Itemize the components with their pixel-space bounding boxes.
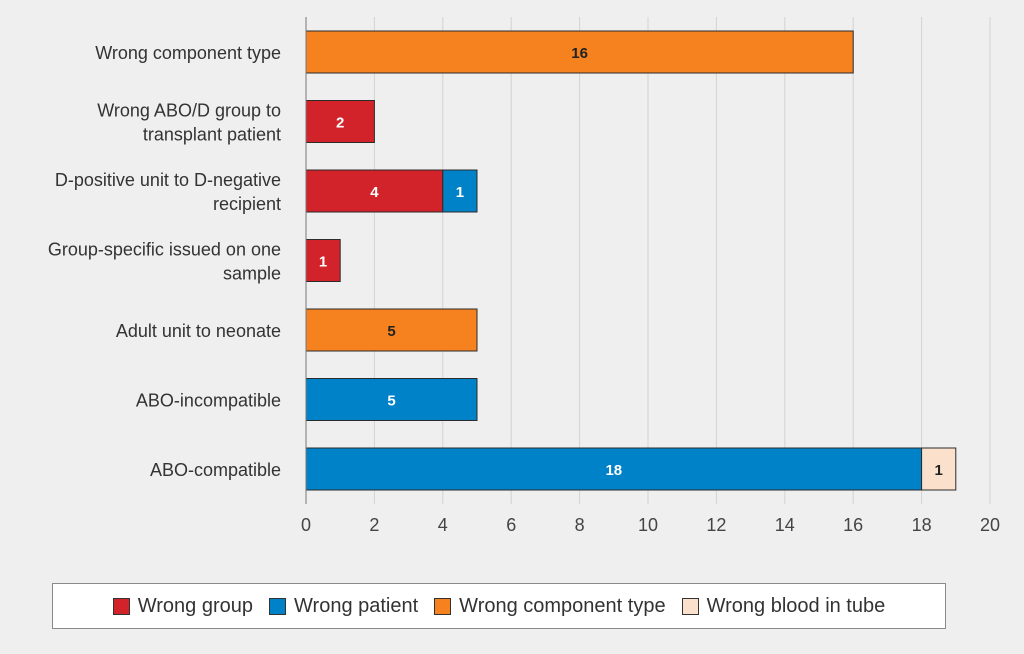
legend-item-wrong-component-type: Wrong component type (434, 594, 666, 618)
grid-lines (373, 17, 991, 504)
bar-segment (442, 169, 478, 213)
category-label: Group-specific issued on one sample (48, 240, 281, 284)
category-label: ABO-compatible (150, 460, 281, 480)
bar-value-label: 1 (456, 184, 464, 201)
bar-segment (305, 30, 854, 74)
x-tick-label: 10 (638, 515, 658, 535)
legend-swatch-wrong-blood-in-tube (681, 597, 699, 615)
category-label: ABO-incompatible (136, 391, 281, 411)
category-label: Adult unit to neonate (116, 321, 281, 341)
x-tick-label: 0 (301, 515, 311, 535)
category-label: D-positive unit to D-negative recipient (55, 170, 281, 214)
bar-segment (305, 447, 923, 491)
x-tick-label: 4 (438, 515, 448, 535)
x-tick-labels: 0 2 4 6 8 10 12 14 16 18 20 (301, 515, 1000, 535)
legend-label: Wrong component type (459, 594, 666, 617)
x-tick-label: 12 (706, 515, 726, 535)
legend-item-wrong-group: Wrong group (112, 594, 254, 618)
legend-swatch-wrong-patient (269, 597, 287, 615)
bar-value-label: 1 (319, 254, 327, 271)
bar-segment (305, 378, 478, 421)
category-labels: Wrong component type Wrong ABO/D group to… (48, 43, 281, 480)
x-tick-label: 2 (369, 515, 379, 535)
bar-value-labels: 16 2 4 1 1 5 5 18 1 (319, 45, 943, 479)
bar-value-label: 18 (605, 462, 622, 479)
bar-chart: 16 2 4 1 1 5 5 18 1 Wrong component type Wrong AB… (48, 17, 1000, 535)
bar-segment (921, 447, 957, 491)
x-tick-label: 6 (506, 515, 516, 535)
bars (305, 30, 957, 491)
legend-label: Wrong patient (294, 594, 419, 617)
x-tick-label: 20 (980, 515, 1000, 535)
bar-value-label: 1 (935, 462, 943, 479)
bar-value-label: 16 (571, 45, 588, 62)
legend-label: Wrong blood in tube (706, 594, 886, 617)
bar-value-label: 5 (387, 393, 395, 410)
x-tick-label: 14 (775, 515, 795, 535)
x-tick-label: 18 (912, 515, 932, 535)
legend-swatch-wrong-component-type (434, 597, 452, 615)
legend-swatch-wrong-group (112, 597, 130, 615)
legend: Wrong group Wrong patient Wrong componen… (52, 583, 946, 629)
legend-item-wrong-patient: Wrong patient (269, 595, 418, 618)
bar-value-label: 5 (387, 323, 395, 340)
category-label: Wrong ABO/D group to transplant patient (97, 101, 281, 145)
legend-label: Wrong group (137, 594, 254, 617)
bar-value-label: 2 (336, 115, 344, 132)
bar-value-label: 4 (370, 184, 379, 201)
x-tick-label: 8 (575, 515, 585, 535)
category-label: Wrong component type (95, 43, 281, 63)
legend-item-wrong-blood-in-tube: Wrong blood in tube (681, 594, 886, 618)
x-tick-label: 16 (843, 515, 863, 535)
